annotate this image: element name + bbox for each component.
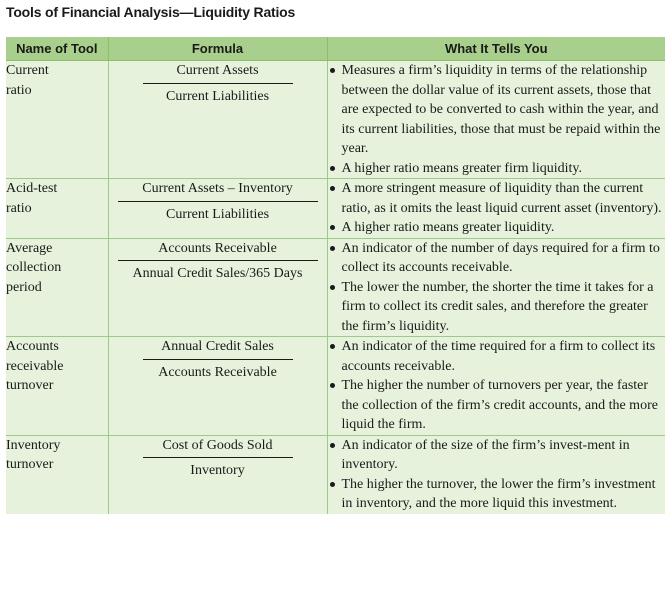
formula-cell: Current Assets Current Liabilities (108, 60, 328, 179)
tool-name-line: Acid-test (6, 181, 58, 196)
formula-cell: Cost of Goods Sold Inventory (108, 434, 328, 514)
bullet-icon (329, 165, 335, 171)
table-row: Current ratio Current Assets Current Lia… (6, 60, 665, 179)
fraction-bar (117, 260, 318, 261)
formula-denominator: Current Liabilities (165, 206, 270, 222)
header-formula: Formula (108, 37, 328, 61)
fraction-bar (142, 358, 293, 360)
table-caption: Tools of Financial Analysis—Liquidity Ra… (6, 4, 296, 20)
description-bullet: An indicator of the time required for a … (328, 337, 666, 376)
bullet-icon (329, 68, 335, 73)
description-cell: Measures a firm’s liquidity in terms of … (327, 61, 665, 179)
tool-name-cell: Inventory turnover (6, 434, 109, 514)
description-cell: An indicator of the number of days requi… (327, 237, 666, 337)
formula-numerator: Current Assets – Inventory (142, 181, 293, 196)
description-cell: A more stringent measure of liquidity th… (327, 178, 666, 238)
tool-name-line: Inventory (6, 437, 61, 453)
tool-name-line: turnover (6, 378, 54, 393)
table-row: Average collection period Accounts Recei… (6, 237, 666, 337)
tool-name-line: period (6, 279, 42, 295)
formula-denominator: Annual Credit Sales/365 Days (132, 266, 303, 281)
description-bullet: A more stringent measure of liquidity th… (328, 179, 666, 218)
description-bullet: Measures a firm’s liquidity in terms of … (328, 61, 666, 159)
tool-name-line: collection (6, 260, 62, 275)
formula-denominator: Accounts Receivable (158, 364, 277, 380)
tool-name-line: ratio (6, 200, 32, 216)
description-bullet: The higher the number of turnovers per y… (328, 376, 666, 435)
liquidity-ratios-table: Name of Tool Formula What It Tells You C… (6, 37, 665, 514)
bullet-icon (329, 245, 335, 251)
bullet-icon (329, 383, 335, 388)
fraction-bar (142, 457, 293, 458)
formula-numerator: Cost of Goods Sold (162, 437, 273, 453)
tool-name-line: Current (6, 63, 49, 78)
tool-name-line: Accounts (6, 339, 59, 354)
formula-denominator: Inventory (190, 463, 245, 478)
tool-name-line: Average (6, 240, 53, 256)
description-bullet: The lower the number, the shorter the ti… (328, 278, 666, 337)
tool-name-cell: Average collection period (6, 237, 109, 337)
bullet-icon (329, 284, 335, 290)
fraction-bar (142, 82, 293, 84)
formula-cell: Annual Credit Sales Accounts Receivable (108, 336, 328, 435)
formula-cell: Accounts Receivable Annual Credit Sales/… (108, 237, 328, 337)
header-name-of-tool: Name of Tool (6, 37, 109, 61)
formula-numerator: Annual Credit Sales (161, 339, 274, 354)
header-what-it-tells-you: What It Tells You (327, 37, 665, 61)
bullet-icon (329, 186, 335, 191)
tool-name-cell: Accounts receivable turnover (6, 336, 109, 435)
description-bullet: An indicator of the size of the firm’s i… (328, 436, 666, 475)
formula-cell: Current Assets – Inventory Current Liabi… (108, 178, 328, 238)
bullet-icon (329, 442, 335, 448)
bullet-icon (329, 344, 335, 349)
bullet-icon (329, 225, 335, 230)
description-cell: An indicator of the time required for a … (327, 336, 666, 435)
header-row: Name of Tool Formula What It Tells You (6, 37, 665, 61)
tool-name-line: ratio (6, 82, 32, 98)
description-bullet: A higher ratio means greater firm liquid… (328, 159, 666, 179)
formula-denominator: Current Liabilities (165, 88, 270, 104)
tool-name-cell: Current ratio (6, 60, 109, 179)
description-bullet: A higher ratio means greater liquidity. (328, 218, 666, 238)
bullet-icon (329, 481, 335, 487)
tool-name-cell: Acid-test ratio (6, 178, 109, 238)
fraction-bar (117, 200, 318, 202)
description-bullet: The higher the turnover, the lower the f… (328, 475, 666, 514)
tool-name-line: receivable (6, 358, 64, 374)
description-cell: An indicator of the size of the firm’s i… (327, 434, 666, 514)
table-row: Accounts receivable turnover Annual Cred… (6, 336, 666, 435)
table-row: Acid-test ratio Current Assets – Invento… (6, 178, 666, 238)
formula-numerator: Accounts Receivable (158, 240, 277, 256)
table-row: Inventory turnover Cost of Goods Sold In… (6, 434, 666, 514)
formula-numerator: Current Assets (176, 63, 259, 78)
description-bullet: An indicator of the number of days requi… (328, 239, 666, 278)
tool-name-line: turnover (6, 457, 54, 472)
